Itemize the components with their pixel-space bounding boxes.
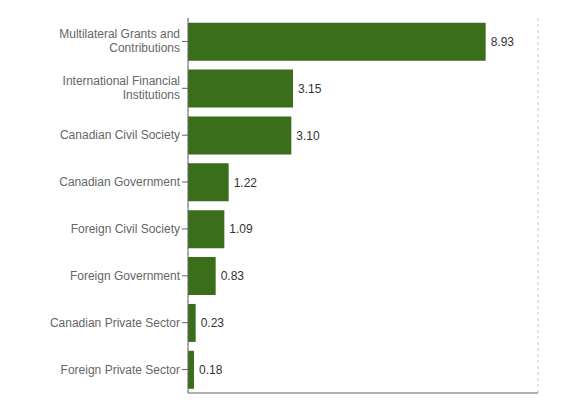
svg-text:0.83: 0.83	[221, 269, 245, 283]
svg-text:Foreign Government: Foreign Government	[70, 269, 181, 283]
svg-text:Foreign Civil Society: Foreign Civil Society	[71, 222, 180, 236]
svg-text:Multilateral Grants andContrib: Multilateral Grants andContributions	[59, 27, 180, 55]
svg-text:1.09: 1.09	[229, 222, 253, 236]
svg-text:Foreign Private Sector: Foreign Private Sector	[61, 363, 180, 377]
svg-text:3.15: 3.15	[298, 82, 322, 96]
svg-text:0.23: 0.23	[201, 316, 225, 330]
svg-text:3.10: 3.10	[296, 129, 320, 143]
svg-text:8.93: 8.93	[491, 35, 515, 49]
svg-text:Canadian Civil Society: Canadian Civil Society	[60, 128, 180, 142]
svg-text:Canadian Private Sector: Canadian Private Sector	[50, 316, 180, 330]
svg-text:0.18: 0.18	[199, 363, 223, 377]
svg-text:Canadian Government: Canadian Government	[59, 175, 180, 189]
svg-text:1.22: 1.22	[234, 176, 258, 190]
svg-text:International FinancialInstitu: International FinancialInstitutions	[63, 74, 180, 102]
